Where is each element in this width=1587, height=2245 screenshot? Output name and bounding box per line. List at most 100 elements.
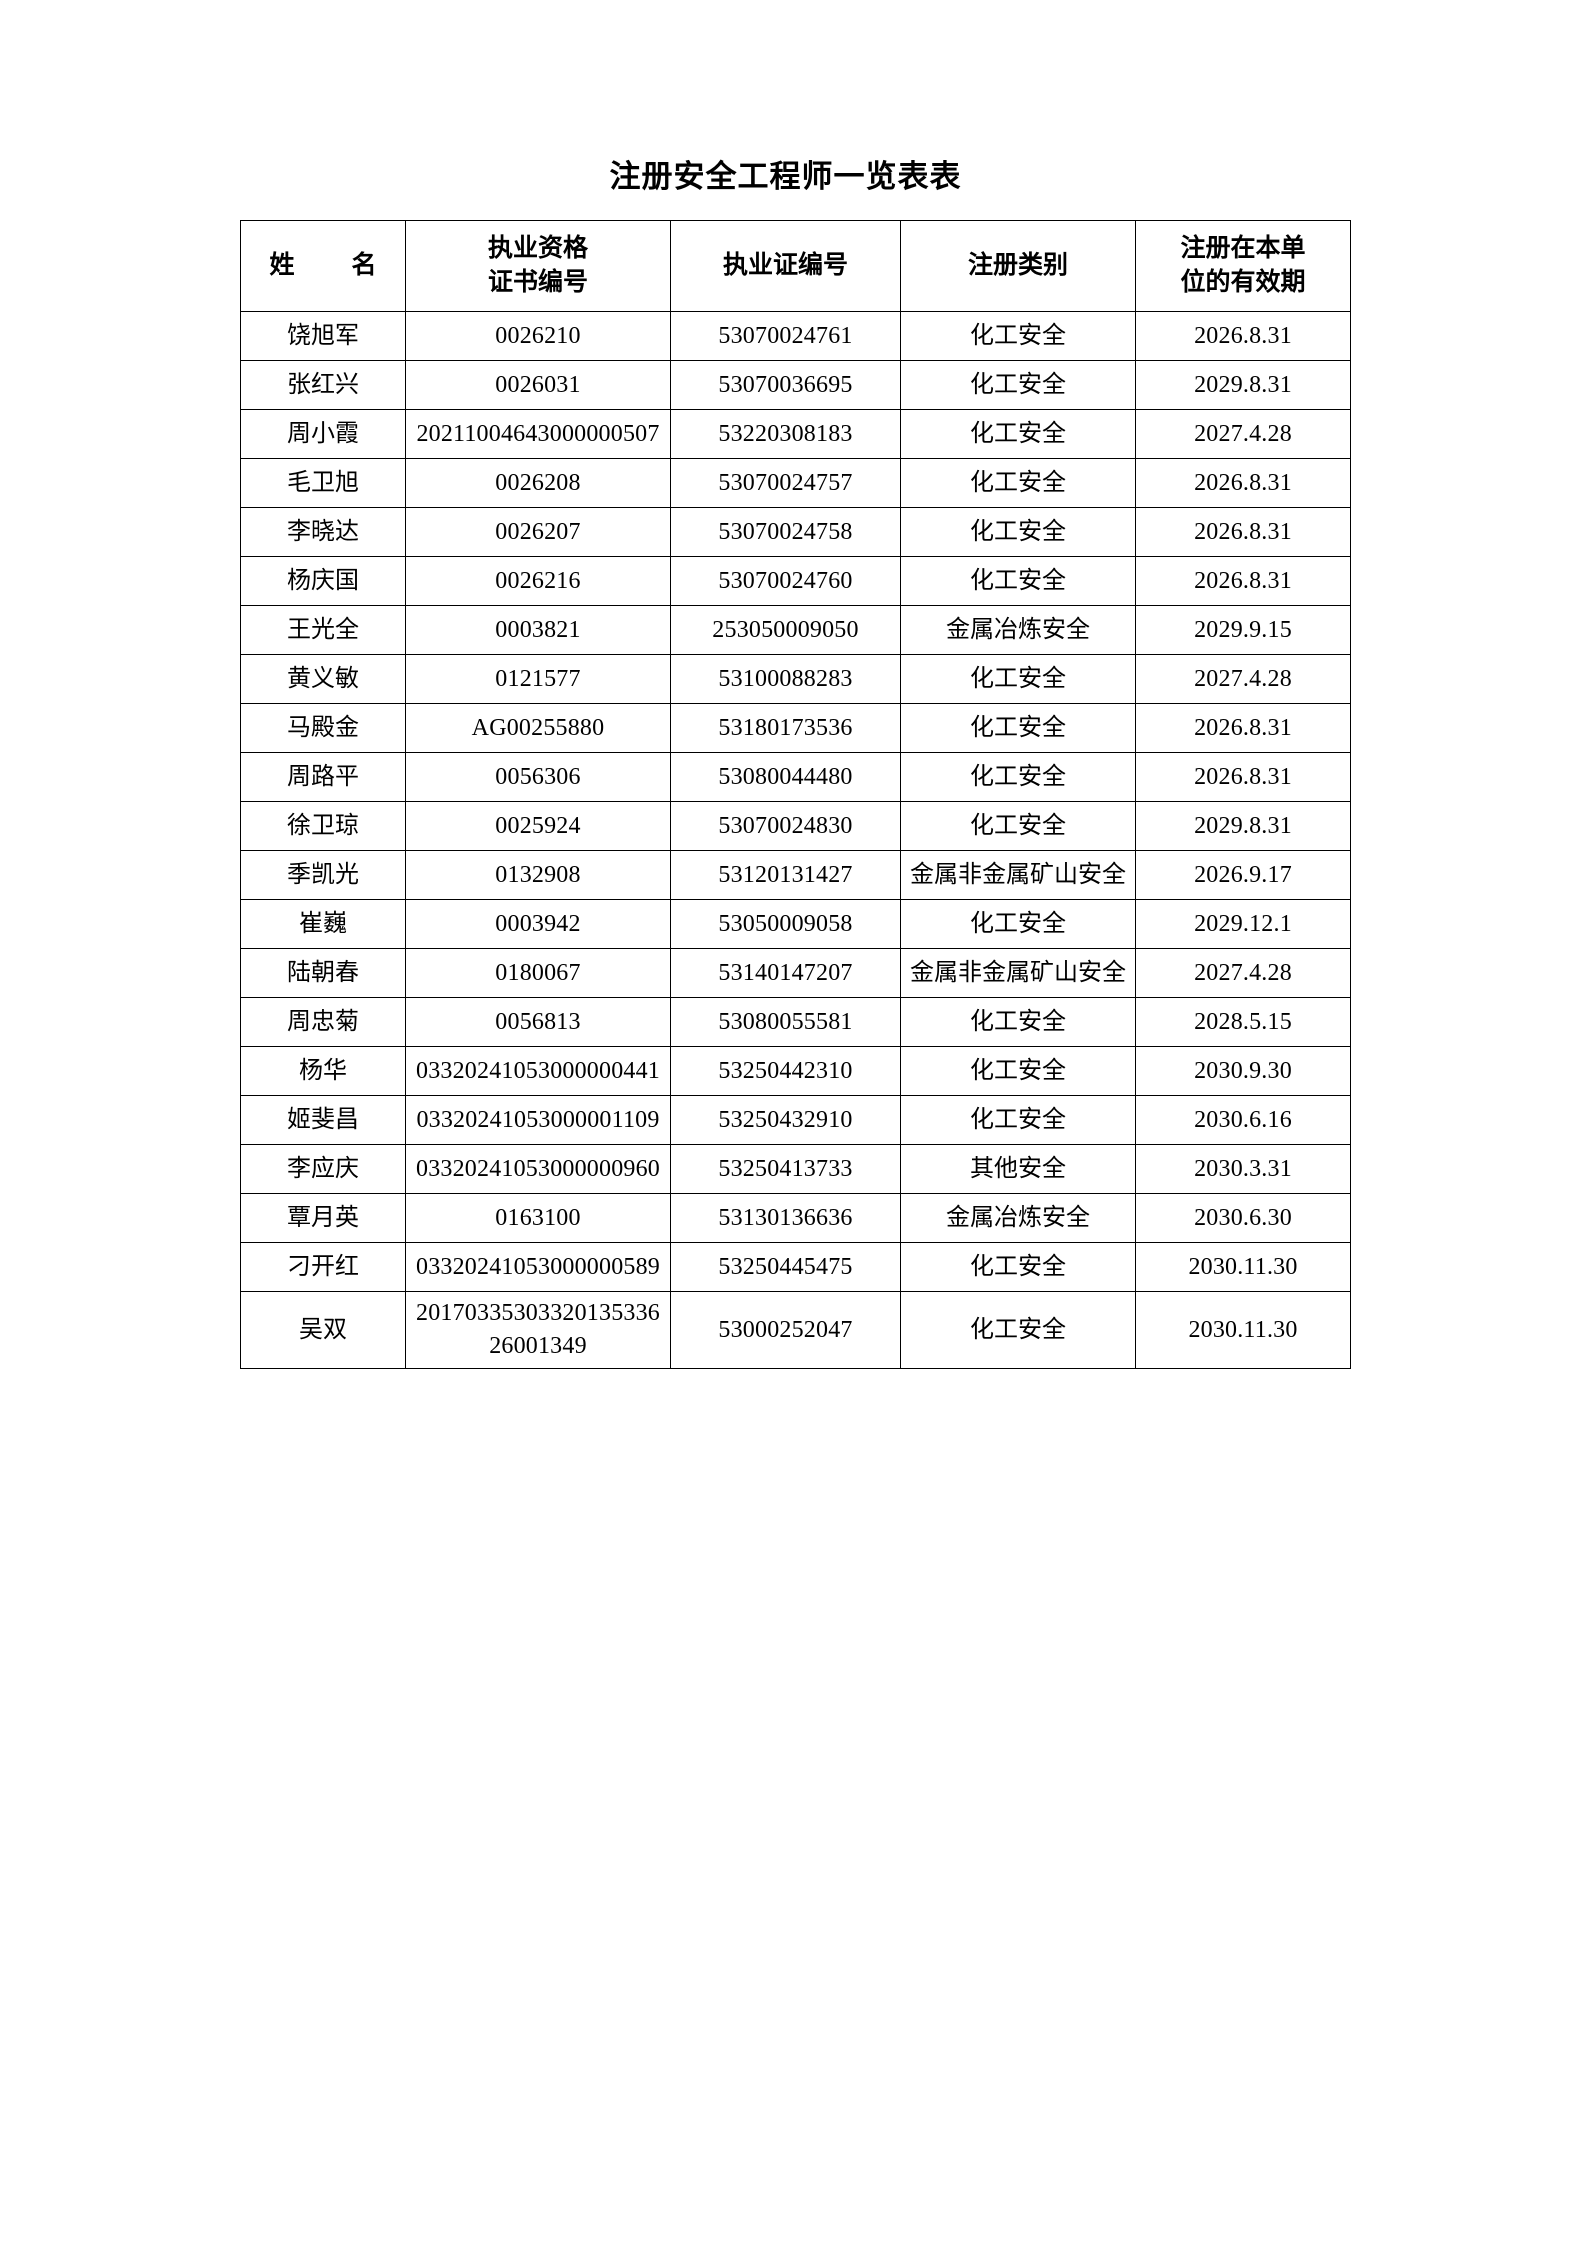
column-header-name: 姓 名 bbox=[240, 220, 406, 313]
table-row: 马殿金 AG00255880 53180173536 化工安全 2026.8.31 bbox=[240, 703, 1351, 754]
column-header-validity-line-1: 注册在本单 bbox=[1180, 234, 1306, 262]
cell-name: 王光全 bbox=[240, 605, 406, 656]
cell-license-number: 53070024830 bbox=[670, 801, 901, 852]
table-row: 周小霞 20211004643000000507 53220308183 化工安全 20… bbox=[240, 409, 1351, 460]
cell-validity: 2027.4.28 bbox=[1135, 948, 1351, 999]
table-row: 周忠菊 0056813 53080055581 化工安全 2028.5.15 bbox=[240, 997, 1351, 1048]
column-header-license: 执业证编号 bbox=[670, 220, 901, 313]
cell-name: 周路平 bbox=[240, 752, 406, 803]
column-header-cert: 执业资格 证书编号 bbox=[405, 220, 671, 313]
table-row: 张红兴 0026031 53070036695 化工安全 2029.8.31 bbox=[240, 360, 1351, 411]
cell-cert-number: 0056813 bbox=[405, 997, 671, 1048]
cell-license-number: 53050009058 bbox=[670, 899, 901, 950]
cell-register-type: 化工安全 bbox=[900, 752, 1136, 803]
cell-license-number: 53100088283 bbox=[670, 654, 901, 705]
cell-cert-number: 0026031 bbox=[405, 360, 671, 411]
cell-license-number: 53180173536 bbox=[670, 703, 901, 754]
cell-validity: 2030.3.31 bbox=[1135, 1144, 1351, 1195]
cell-name: 杨华 bbox=[240, 1046, 406, 1097]
cell-name: 陆朝春 bbox=[240, 948, 406, 999]
cell-license-number: 53080055581 bbox=[670, 997, 901, 1048]
cell-cert-number: 0163100 bbox=[405, 1193, 671, 1244]
cell-validity: 2030.6.16 bbox=[1135, 1095, 1351, 1146]
cell-validity: 2026.8.31 bbox=[1135, 752, 1351, 803]
column-header-cert-line-2: 证书编号 bbox=[487, 269, 588, 297]
cell-cert-number: 0026208 bbox=[405, 458, 671, 509]
cell-cert-number: 03320241053000000589 bbox=[405, 1242, 671, 1293]
cell-name: 刁开红 bbox=[240, 1242, 406, 1293]
cell-register-type: 金属冶炼安全 bbox=[900, 1193, 1136, 1244]
cell-cert-number: 2017033530332013533626001349 bbox=[405, 1291, 671, 1370]
cell-license-number: 53220308183 bbox=[670, 409, 901, 460]
table-row: 杨华 03320241053000000441 53250442310 化工安全 203… bbox=[240, 1046, 1351, 1097]
cell-register-type: 其他安全 bbox=[900, 1144, 1136, 1195]
cell-cert-number: 0026207 bbox=[405, 507, 671, 558]
cell-name: 徐卫琼 bbox=[240, 801, 406, 852]
cell-validity: 2029.8.31 bbox=[1135, 360, 1351, 411]
cell-license-number: 53250432910 bbox=[670, 1095, 901, 1146]
table-row: 姬斐昌 03320241053000001109 53250432910 化工安全 20… bbox=[240, 1095, 1351, 1146]
table-row: 覃月英 0163100 53130136636 金属冶炼安全 2030.6.30 bbox=[240, 1193, 1351, 1244]
cell-register-type: 化工安全 bbox=[900, 409, 1136, 460]
cell-register-type: 化工安全 bbox=[900, 1095, 1136, 1146]
cell-validity: 2026.8.31 bbox=[1135, 458, 1351, 509]
column-header-license-line-1: 执业证编号 bbox=[722, 251, 848, 279]
cell-cert-number: 0056306 bbox=[405, 752, 671, 803]
cell-cert-number: 0180067 bbox=[405, 948, 671, 999]
cell-validity: 2029.9.15 bbox=[1135, 605, 1351, 656]
cell-register-type: 化工安全 bbox=[900, 556, 1136, 607]
cell-cert-number: 0003942 bbox=[405, 899, 671, 950]
cell-license-number: 53080044480 bbox=[670, 752, 901, 803]
table-row: 饶旭军 0026210 53070024761 化工安全 2026.8.31 bbox=[240, 311, 1351, 362]
cell-register-type: 金属非金属矿山安全 bbox=[900, 948, 1136, 999]
cell-validity: 2026.8.31 bbox=[1135, 703, 1351, 754]
table-row: 毛卫旭 0026208 53070024757 化工安全 2026.8.31 bbox=[240, 458, 1351, 509]
cell-register-type: 化工安全 bbox=[900, 1291, 1136, 1370]
cell-license-number: 53250442310 bbox=[670, 1046, 901, 1097]
cell-validity: 2026.8.31 bbox=[1135, 556, 1351, 607]
page-title: 注册安全工程师一览表表 bbox=[609, 159, 962, 194]
table-header-row: 姓 名 执业资格 证书编号 执业证编号 注册类别 注册在本单 位的有效期 bbox=[240, 220, 1351, 313]
cell-register-type: 化工安全 bbox=[900, 703, 1136, 754]
cell-validity: 2030.9.30 bbox=[1135, 1046, 1351, 1097]
cell-license-number: 53070024757 bbox=[670, 458, 901, 509]
cell-register-type: 化工安全 bbox=[900, 360, 1136, 411]
cell-cert-number: 20211004643000000507 bbox=[405, 409, 671, 460]
cell-name: 姬斐昌 bbox=[240, 1095, 406, 1146]
cell-name: 杨庆国 bbox=[240, 556, 406, 607]
cell-validity: 2030.6.30 bbox=[1135, 1193, 1351, 1244]
table-row: 李应庆 03320241053000000960 53250413733 其他安全 20… bbox=[240, 1144, 1351, 1195]
column-header-name-line-1: 姓 名 bbox=[269, 251, 393, 279]
table-row: 周路平 0056306 53080044480 化工安全 2026.8.31 bbox=[240, 752, 1351, 803]
cell-license-number: 253050009050 bbox=[670, 605, 901, 656]
column-header-validity-line-2: 位的有效期 bbox=[1180, 269, 1306, 297]
cell-register-type: 化工安全 bbox=[900, 458, 1136, 509]
cell-register-type: 化工安全 bbox=[900, 801, 1136, 852]
cell-register-type: 金属非金属矿山安全 bbox=[900, 850, 1136, 901]
table-row: 陆朝春 0180067 53140147207 金属非金属矿山安全 2027.4.28 bbox=[240, 948, 1351, 999]
column-header-type: 注册类别 bbox=[900, 220, 1136, 313]
cell-license-number: 53130136636 bbox=[670, 1193, 901, 1244]
cell-license-number: 53070024758 bbox=[670, 507, 901, 558]
table-row: 季凯光 0132908 53120131427 金属非金属矿山安全 2026.9.17 bbox=[240, 850, 1351, 901]
cell-license-number: 53250413733 bbox=[670, 1144, 901, 1195]
cell-register-type: 化工安全 bbox=[900, 997, 1136, 1048]
table-header: 姓 名 执业资格 证书编号 执业证编号 注册类别 注册在本单 位的有效期 bbox=[240, 220, 1351, 313]
cell-register-type: 金属冶炼安全 bbox=[900, 605, 1136, 656]
cell-cert-number: AG00255880 bbox=[405, 703, 671, 754]
cell-license-number: 53250445475 bbox=[670, 1242, 901, 1293]
table-row: 杨庆国 0026216 53070024760 化工安全 2026.8.31 bbox=[240, 556, 1351, 607]
cell-license-number: 53070024761 bbox=[670, 311, 901, 362]
cell-name: 覃月英 bbox=[240, 1193, 406, 1244]
cell-name: 饶旭军 bbox=[240, 311, 406, 362]
cell-validity: 2026.8.31 bbox=[1135, 311, 1351, 362]
cell-license-number: 53140147207 bbox=[670, 948, 901, 999]
cell-name: 周小霞 bbox=[240, 409, 406, 460]
cell-name: 周忠菊 bbox=[240, 997, 406, 1048]
cell-validity: 2027.4.28 bbox=[1135, 654, 1351, 705]
cell-cert-number: 03320241053000000441 bbox=[405, 1046, 671, 1097]
cell-name: 崔巍 bbox=[240, 899, 406, 950]
cell-cert-number: 0132908 bbox=[405, 850, 671, 901]
table-row: 徐卫琼 0025924 53070024830 化工安全 2029.8.31 bbox=[240, 801, 1351, 852]
